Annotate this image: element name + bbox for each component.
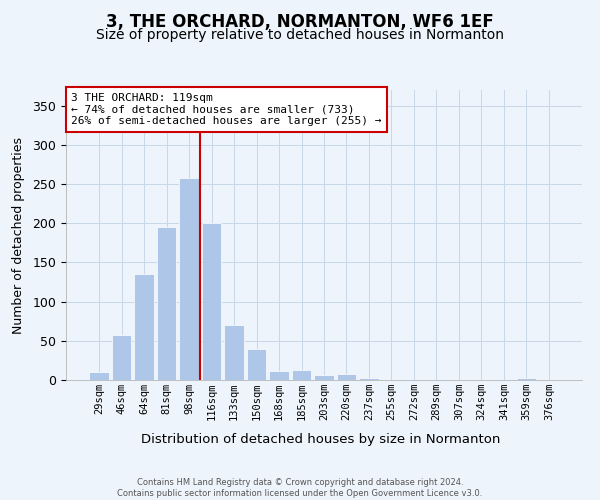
Bar	[179, 178, 199, 380]
Bar	[134, 274, 154, 380]
Bar	[269, 370, 289, 380]
Text: 3, THE ORCHARD, NORMANTON, WF6 1EF: 3, THE ORCHARD, NORMANTON, WF6 1EF	[106, 12, 494, 30]
Bar	[202, 223, 221, 380]
Text: 3 THE ORCHARD: 119sqm
← 74% of detached houses are smaller (733)
26% of semi-det: 3 THE ORCHARD: 119sqm ← 74% of detached …	[71, 93, 382, 126]
Bar	[292, 370, 311, 380]
Bar	[157, 227, 176, 380]
Text: Contains HM Land Registry data © Crown copyright and database right 2024.
Contai: Contains HM Land Registry data © Crown c…	[118, 478, 482, 498]
Bar	[359, 378, 379, 380]
Y-axis label: Number of detached properties: Number of detached properties	[13, 136, 25, 334]
Bar	[337, 374, 356, 380]
Bar	[112, 336, 131, 380]
Text: Size of property relative to detached houses in Normanton: Size of property relative to detached ho…	[96, 28, 504, 42]
Text: Distribution of detached houses by size in Normanton: Distribution of detached houses by size …	[142, 432, 500, 446]
Bar	[517, 378, 536, 380]
Bar	[224, 325, 244, 380]
Bar	[314, 376, 334, 380]
Bar	[89, 372, 109, 380]
Bar	[247, 348, 266, 380]
